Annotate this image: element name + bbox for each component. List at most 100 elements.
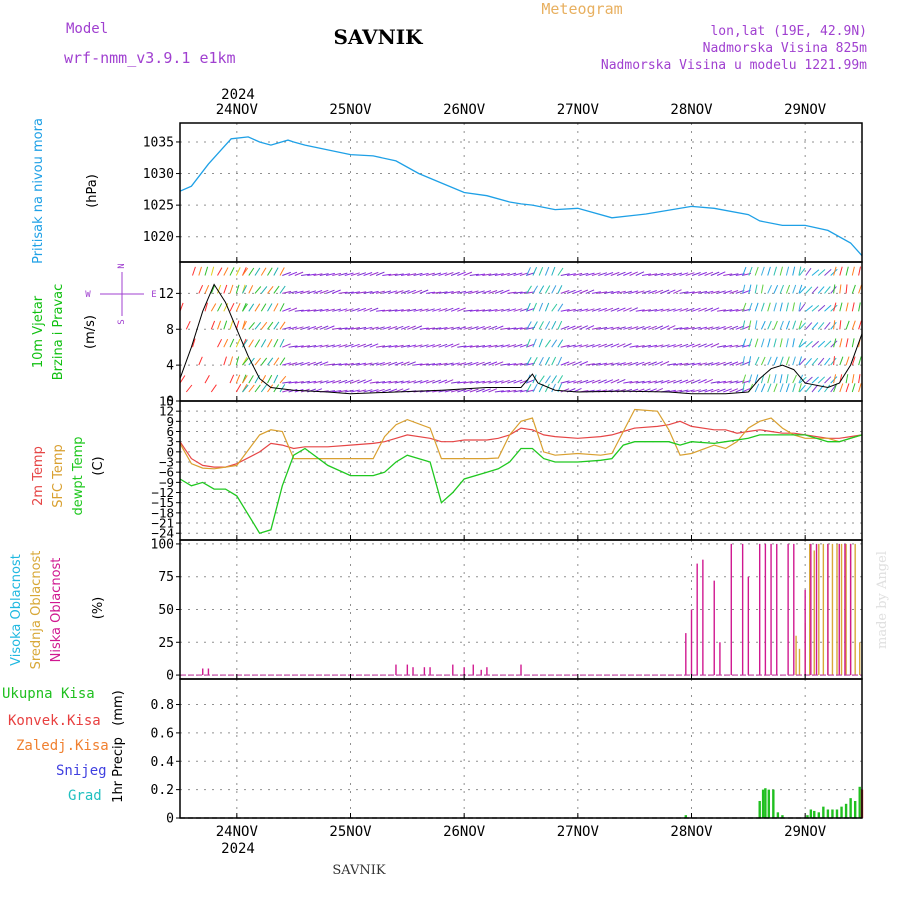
wind-barb [507,389,517,393]
wind-barb [716,271,726,276]
wind-barb [363,389,373,393]
model-name: wrf-nmm_v3.9.1 e1km [64,49,236,67]
wind-barb [716,290,726,294]
wind-barb [538,267,544,276]
wind-barb [242,303,248,312]
wind-barb [792,374,797,384]
y-tick-label: 15 [159,394,174,409]
wind-barb [698,326,708,330]
wind-barb [223,267,229,276]
wind-barb [704,378,714,384]
wind-barb [254,286,262,294]
wind-barb [767,383,772,393]
wind-barb [629,271,639,276]
wind-barb [748,266,753,276]
wind-barb [332,308,342,312]
wind-barb [332,390,342,393]
wind-barb [817,304,826,312]
sfc-temp-title: SFC Temp [51,444,66,508]
wind-barb [469,273,479,276]
dewpoint-line [179,434,863,534]
wind-barb [488,325,498,330]
wind-barb [444,389,454,393]
wind-barb [482,361,491,366]
wind-barb [698,271,707,276]
wind-barb [475,388,485,393]
wind-barb [698,379,707,384]
wind-barb [444,291,454,294]
wind-barb [344,327,354,330]
total-precip-bar [817,812,821,818]
wind-barb [742,302,747,312]
wind-barb [267,303,273,312]
legend-freezing-rain: Zaledj.Kisa [16,738,109,754]
wind-barb [648,273,658,276]
wind-barb [507,379,517,384]
wind-barb [824,357,831,366]
wind-barb [560,380,570,384]
total-precip-bar [822,806,825,818]
wind-barb [666,379,676,384]
wind-barb [419,344,429,348]
wind-barb [432,327,442,330]
wind-barb [344,291,354,294]
wind-barb [248,285,254,294]
wind-barb [400,290,410,294]
wind-barb [369,362,379,366]
wind-barb [344,308,354,312]
top-day-label: 29NOV [784,102,827,118]
wind-barb [279,303,285,312]
wind-barb [805,305,813,312]
wind-barb [551,320,557,330]
wind-barb [660,361,670,366]
wind-barb [685,379,695,384]
wind-barb [229,284,234,294]
wind-barb [817,376,826,384]
wind-barb [388,345,398,348]
y-tick-label: 0.8 [151,698,174,713]
wind-barb [394,309,404,312]
wind-barb [785,302,789,312]
wind-barb [294,345,304,348]
wind-barb [573,308,583,312]
wind-barb [307,345,317,348]
wind-barb [817,340,826,348]
wind-barb [476,273,486,276]
wind-barb [450,290,461,294]
wind-barb [513,272,523,276]
wind-barb [716,380,727,384]
wind-barb [716,388,726,393]
wind-barb [319,325,329,330]
wind-barb [488,380,498,384]
temp-2m-title: 2m Temp [31,446,46,506]
wind-barb [279,384,286,393]
wind-barb [660,379,670,384]
wind-barb [338,272,348,276]
wind-barb [432,291,442,294]
model-elevation-label: Nadmorska Visina u modelu 1221.99m [601,58,867,73]
wind-barb [679,327,689,330]
wind-barb [235,267,241,276]
wind-barb [260,286,268,294]
wind-barb [248,375,254,384]
wind-barb [798,266,802,276]
wind-barb [805,340,813,348]
wind-barb [235,338,241,348]
wind-barb [425,308,435,312]
wind-barb [407,380,417,384]
total-precip-bar [813,810,816,818]
wind-barb [817,286,825,294]
wind-barb [811,305,820,312]
wind-barb [698,307,707,312]
wind-barb [792,320,797,330]
wind-barb [344,362,354,366]
wind-barb [526,357,532,366]
wind-barb [288,345,298,348]
wind-barb [560,361,570,366]
wind-barb [394,273,404,276]
wind-barb [767,266,771,276]
wind-barb [585,325,595,330]
wind-barb [710,381,720,384]
low-cloud-title: Niska Oblacnost [49,558,64,663]
wind-barb [426,291,436,294]
